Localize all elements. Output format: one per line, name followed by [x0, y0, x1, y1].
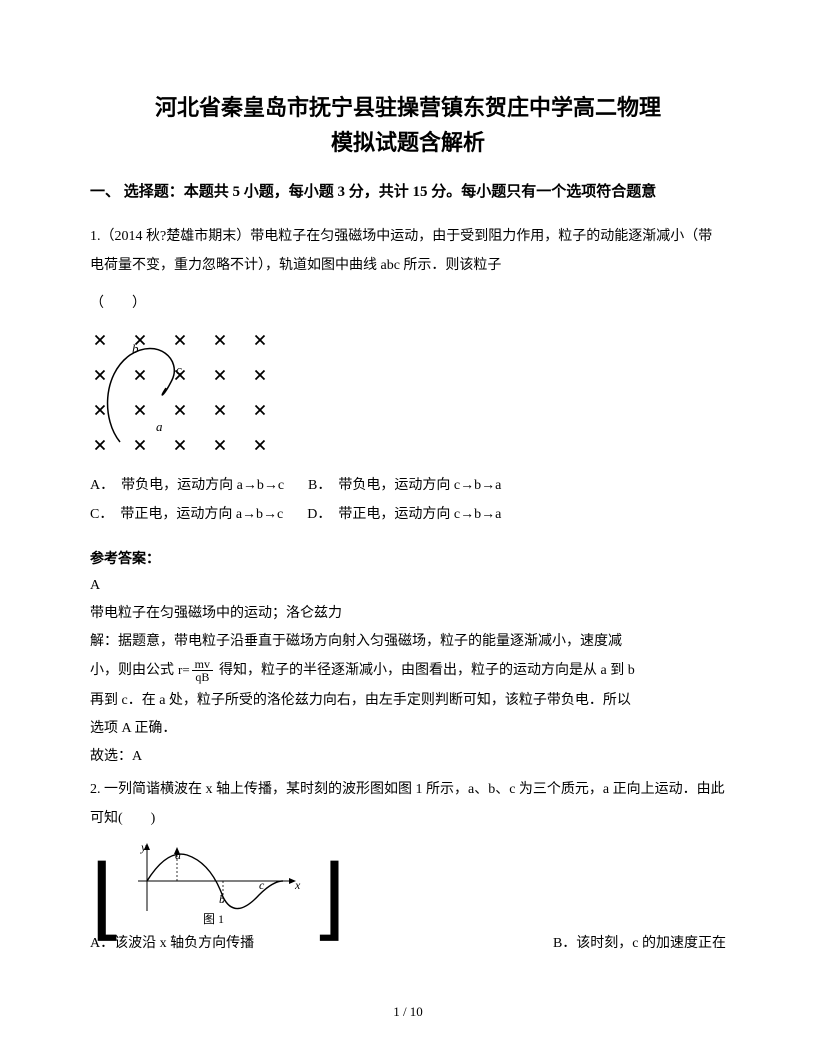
page-title-line2: 模拟试题含解析: [331, 130, 485, 155]
q1-diagram: a b c: [90, 330, 726, 455]
fig-1-label: 图 1: [203, 912, 224, 926]
q1-option-b: B． 带负电，运动方向 c→b→a: [308, 471, 501, 500]
q1-options: A． 带负电，运动方向 a→b→c B． 带负电，运动方向 c→b→a C． 带…: [90, 471, 726, 530]
q2-figure-container: ⌊ y x a b c 图 1 ⌋: [90, 841, 726, 931]
q1-topic: 带电粒子在匀强磁场中的运动；洛仑兹力: [90, 600, 726, 628]
svg-text:a: a: [156, 419, 163, 434]
q1-option-c: C． 带正电，运动方向 a→b→c: [90, 500, 283, 529]
bracket-right-icon: ⌋: [311, 868, 346, 931]
q2-option-a: A．该波沿 x 轴负方向传播: [90, 931, 254, 956]
q2-options: A．该波沿 x 轴负方向传播 B．该时刻，c 的加速度正在: [90, 931, 726, 956]
svg-text:b: b: [132, 341, 139, 356]
q1-explain-2-pre: 小，则由公式: [90, 656, 174, 687]
q2-diagram: y x a b c 图 1: [133, 841, 303, 931]
q1-text: 1.（2014 秋?楚雄市期末）带电粒子在匀强磁场中运动，由于受到阻力作用，粒子…: [90, 222, 726, 281]
svg-text:y: y: [140, 841, 147, 854]
q1-conclude: 故选：A: [90, 743, 726, 771]
svg-text:a: a: [175, 848, 181, 862]
formula-r: r=mvqB: [178, 656, 215, 687]
q2-text: 2. 一列简谐横波在 x 轴上传播，某时刻的波形图如图 1 所示，a、b、c 为…: [90, 775, 726, 834]
svg-text:c: c: [259, 878, 265, 892]
svg-text:x: x: [294, 878, 301, 892]
q1-explain-4: 选项 A 正确．: [90, 715, 726, 743]
q1-paren: （ ）: [90, 289, 726, 318]
q1-explain-1: 解：据题意，带电粒子沿垂直于磁场方向射入匀强磁场，粒子的能量逐渐减小，速度减: [90, 628, 726, 656]
answer-label: 参考答案：: [90, 548, 726, 568]
svg-text:c: c: [176, 362, 182, 377]
q1-explain-2-post: 得知，粒子的半径逐渐减小，由图看出，粒子的运动方向是从 a 到 b: [219, 656, 635, 687]
page-title-line1: 河北省秦皇岛市抚宁县驻操营镇东贺庄中学高二物理: [155, 95, 661, 120]
q1-option-d: D． 带正电，运动方向 c→b→a: [307, 500, 501, 529]
q1-explain-3: 再到 c．在 a 处，粒子所受的洛伦兹力向右，由左手定则判断可知，该粒子带负电．…: [90, 687, 726, 715]
bracket-left-icon: ⌊: [90, 868, 125, 931]
svg-text:b: b: [219, 892, 225, 906]
section-1-header: 一、 选择题：本题共 5 小题，每小题 3 分，共计 15 分。每小题只有一个选…: [90, 180, 726, 206]
q1-answer: A: [90, 578, 726, 594]
q2-option-b: B．该时刻，c 的加速度正在: [553, 931, 726, 956]
q1-option-a: A． 带负电，运动方向 a→b→c: [90, 471, 284, 500]
q1-explain-2: 小，则由公式 r=mvqB 得知，粒子的半径逐渐减小，由图看出，粒子的运动方向是…: [90, 656, 726, 687]
page-number: 1 / 10: [0, 1004, 816, 1020]
